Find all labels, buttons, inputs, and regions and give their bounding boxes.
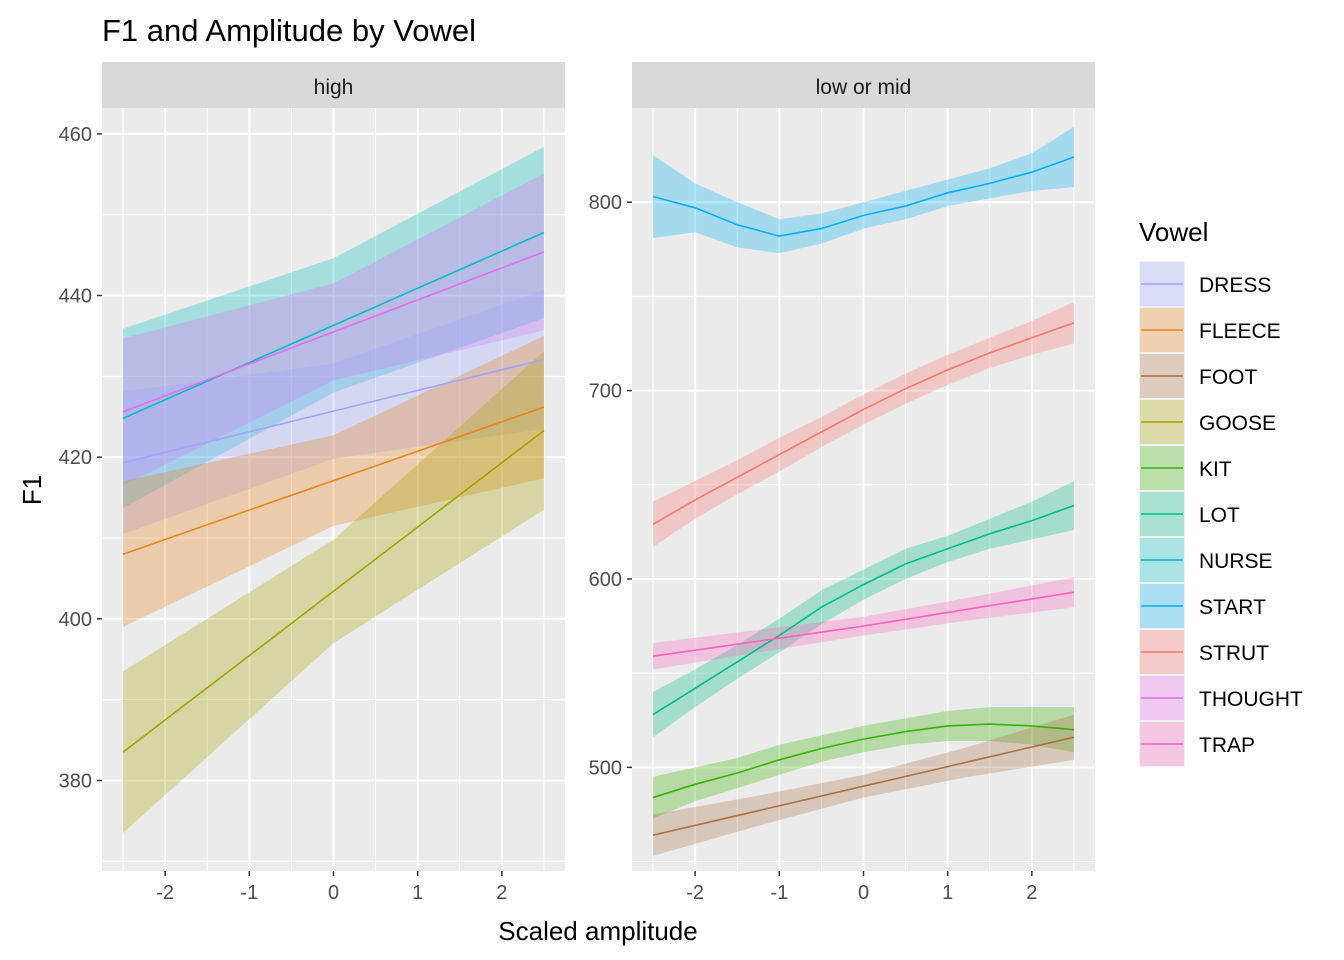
y-tick-label: 420: [59, 447, 92, 469]
x-tick-label: -1: [240, 882, 258, 904]
legend-label: THOUGHT: [1199, 688, 1303, 711]
legend-item-thought: THOUGHT: [1139, 675, 1303, 721]
x-tick-label: 2: [1026, 882, 1037, 904]
legend-item-goose: GOOSE: [1139, 399, 1276, 445]
legend-label: FOOT: [1199, 366, 1257, 389]
y-tick-label: 500: [589, 757, 622, 779]
panel-low-or-mid: low or mid 500 600 700 800 -2 -1 0 1 2: [589, 62, 1095, 904]
legend-item-strut: STRUT: [1139, 629, 1269, 675]
x-tick-label: 1: [412, 882, 423, 904]
legend-label: START: [1199, 596, 1266, 619]
y-tick-label: 800: [589, 192, 622, 214]
legend-item-dress: DRESS: [1139, 261, 1271, 307]
x-tick-label: 2: [496, 882, 507, 904]
legend-label: LOT: [1199, 504, 1240, 527]
x-axis-title: Scaled amplitude: [498, 916, 697, 946]
legend-label: TRAP: [1199, 734, 1255, 757]
y-tick-label: 440: [59, 286, 92, 308]
legend-label: DRESS: [1199, 274, 1271, 297]
x-tick-label: -2: [686, 882, 704, 904]
y-tick-label: 700: [589, 381, 622, 403]
x-tick-label: -2: [156, 882, 174, 904]
legend-label: GOOSE: [1199, 412, 1276, 435]
strip-label-high: high: [314, 76, 354, 99]
x-tick-label: 1: [942, 882, 953, 904]
legend-label: KIT: [1199, 458, 1232, 481]
y-tick-label: 600: [589, 569, 622, 591]
legend-item-trap: TRAP: [1139, 721, 1255, 767]
y-tick-label: 400: [59, 609, 92, 631]
legend-item-lot: LOT: [1139, 491, 1240, 537]
y-axis-title: F1: [17, 475, 47, 505]
x-tick-label: -1: [770, 882, 788, 904]
legend-label: STRUT: [1199, 642, 1269, 665]
legend-item-foot: FOOT: [1139, 353, 1257, 399]
panel-high: high 380 400 420 440 460 -2 -1 0 1 2: [59, 62, 565, 904]
x-tick-label: 0: [328, 882, 339, 904]
legend-label: NURSE: [1199, 550, 1273, 573]
legend-item-start: START: [1139, 583, 1266, 629]
chart-title: F1 and Amplitude by Vowel: [102, 13, 476, 48]
x-tick-label: 0: [858, 882, 869, 904]
y-tick-label: 380: [59, 770, 92, 792]
legend-item-nurse: NURSE: [1139, 537, 1273, 583]
legend-title: Vowel: [1139, 217, 1208, 247]
strip-label-low-or-mid: low or mid: [816, 76, 912, 99]
legend-label: FLEECE: [1199, 320, 1281, 343]
legend: Vowel DRESS FLEECE FOOT GOOSE KIT LOT NURSE STA…: [1139, 217, 1303, 767]
legend-item-fleece: FLEECE: [1139, 307, 1281, 353]
legend-item-kit: KIT: [1139, 445, 1232, 491]
y-tick-label: 460: [59, 124, 92, 146]
